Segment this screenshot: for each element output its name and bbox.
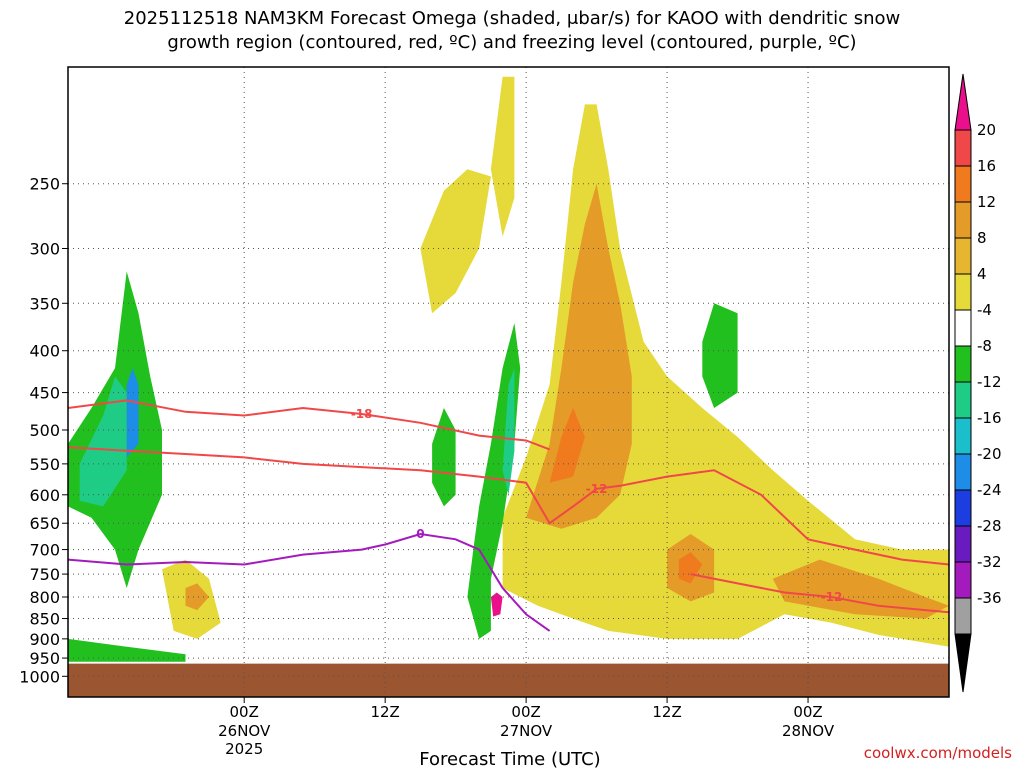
colorbar-label--12: -12 <box>977 373 1002 391</box>
omega-region-sinking-mid-column <box>467 323 521 639</box>
plot-area: -18 -12 -12 0 <box>67 66 950 698</box>
colorbar-box-4 <box>954 237 972 275</box>
y-tick-label-900: 900 <box>29 630 60 649</box>
colorbar-box-5 <box>954 273 972 311</box>
colorbar-label-12: 12 <box>977 193 996 211</box>
colorbar-label--24: -24 <box>977 481 1002 499</box>
colorbar-top-triangle <box>954 73 972 131</box>
colorbar-label--36: -36 <box>977 589 1002 607</box>
y-tick-label-850: 850 <box>29 610 60 629</box>
y-tick-label-700: 700 <box>29 541 60 560</box>
colorbar-box-3 <box>954 201 972 239</box>
y-tick-label-600: 600 <box>29 486 60 505</box>
omega-region-sinking-lower-left-strip <box>68 638 186 662</box>
y-tick-label-500: 500 <box>29 421 60 440</box>
omega-region-sinking-upper-blob <box>432 408 456 507</box>
y-tick-label-250: 250 <box>29 175 60 194</box>
dgz-contour-1 <box>68 446 949 566</box>
gridlines <box>68 67 949 697</box>
y-axis: 2503003504004505005506006507007508008509… <box>19 175 68 686</box>
credit-link[interactable]: coolwx.com/models <box>864 744 1012 762</box>
dgz-contour-label-0: -18 <box>351 407 373 421</box>
colorbar-label-4: 4 <box>977 265 987 283</box>
x-tick-label-48-1: 28NOV <box>782 722 835 740</box>
x-tick-label-36-0: 12Z <box>652 703 681 721</box>
colorbar-box-12 <box>954 525 972 563</box>
omega-region-upper-updraft-plume <box>420 169 491 314</box>
y-tick-label-650: 650 <box>29 514 60 533</box>
dgz-contour-label-2: -12 <box>821 590 843 604</box>
dgz-contour-2 <box>690 573 949 614</box>
colorbar-label--32: -32 <box>977 553 1002 571</box>
terrain-ground <box>68 663 949 697</box>
omega-region-peak-rise-core <box>490 592 503 617</box>
x-tick-label-0-1: 26NOV <box>218 722 271 740</box>
colorbar-label--8: -8 <box>977 337 992 355</box>
freezing-contour-label-0: 0 <box>416 527 424 541</box>
y-tick-label-1000: 1000 <box>19 667 60 686</box>
x-axis-label: Forecast Time (UTC) <box>419 749 600 768</box>
y-tick-label-800: 800 <box>29 588 60 607</box>
y-tick-label-400: 400 <box>29 342 60 361</box>
chart-title: 2025112518 NAM3KM Forecast Omega (shaded… <box>124 8 900 53</box>
y-tick-label-550: 550 <box>29 455 60 474</box>
x-tick-label-0-2: 2025 <box>225 740 263 758</box>
colorbar-label-8: 8 <box>977 229 987 247</box>
contour-lines: -18 -12 -12 0 <box>68 399 949 632</box>
colorbar-box-6 <box>954 309 972 347</box>
omega-region-strong-rise-core <box>526 183 632 529</box>
y-tick-label-750: 750 <box>29 565 60 584</box>
colorbar-box-7 <box>954 345 972 383</box>
x-tick-label-0-0: 00Z <box>230 703 259 721</box>
dgz-contour-label-1: -12 <box>586 482 608 496</box>
x-tick-label-48-0: 00Z <box>793 703 822 721</box>
omega-region-sinking-left-core <box>79 376 127 507</box>
terrain-fill <box>68 663 949 697</box>
x-tick-label-24-1: 27NOV <box>500 722 553 740</box>
colorbar-box-13 <box>954 561 972 599</box>
y-tick-label-350: 350 <box>29 294 60 313</box>
colorbar-label-20: 20 <box>977 121 996 139</box>
colorbar-label--20: -20 <box>977 445 1002 463</box>
colorbar-bottom-triangle <box>954 633 972 693</box>
colorbar-label--4: -4 <box>977 301 992 319</box>
x-tick-label-24-0: 00Z <box>511 703 540 721</box>
omega-region-sinking-right-blob <box>702 303 738 408</box>
x-tick-label-12-0: 12Z <box>370 703 399 721</box>
colorbar-box-9 <box>954 417 972 455</box>
omega-region-left-lower-rise-core <box>185 583 209 611</box>
colorbar-label--16: -16 <box>977 409 1002 427</box>
omega-region-positive-omega-band <box>502 104 949 647</box>
colorbar-box-14 <box>954 597 972 635</box>
omega-region-sinking-mid-core <box>502 368 515 495</box>
colorbar: 20 16 12 8 4 -4 -8 -12 -16 -20 -24 -28 -32 -36 <box>954 73 1002 693</box>
y-tick-label-450: 450 <box>29 384 60 403</box>
colorbar-box-2 <box>954 165 972 203</box>
colorbar-label-16: 16 <box>977 157 996 175</box>
chart-title-line2: growth region (contoured, red, ºC) and f… <box>167 32 856 53</box>
colorbar-box-11 <box>954 489 972 527</box>
omega-region-weak-rise-tower-left <box>490 76 515 237</box>
omega-region-low-level-rise-3 <box>772 559 949 619</box>
colorbar-box-10 <box>954 453 972 491</box>
colorbar-box-1 <box>954 129 972 167</box>
plot-frame <box>67 66 950 698</box>
chart-title-line1: 2025112518 NAM3KM Forecast Omega (shaded… <box>124 8 900 29</box>
omega-region-low-level-rise-2 <box>678 552 703 584</box>
dgz-contour-0 <box>68 399 550 451</box>
y-tick-label-950: 950 <box>29 649 60 668</box>
y-tick-label-300: 300 <box>29 240 60 259</box>
freezing-contour-0 <box>68 532 551 632</box>
omega-region-sinking-left-deep <box>126 368 139 458</box>
colorbar-label--28: -28 <box>977 517 1002 535</box>
colorbar-box-8 <box>954 381 972 419</box>
